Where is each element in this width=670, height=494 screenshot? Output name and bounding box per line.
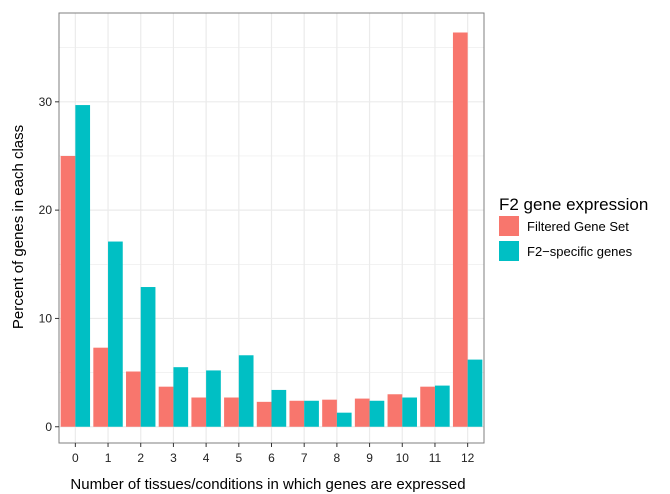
x-tick-label: 7	[301, 451, 308, 465]
x-axis-title: Number of tissues/conditions in which ge…	[70, 476, 465, 493]
x-tick-label: 6	[268, 451, 275, 465]
y-tick-label: 20	[39, 203, 53, 217]
bar-f2-specific-genes-3	[173, 367, 189, 427]
y-tick-label: 0	[45, 420, 52, 434]
bar-filtered-gene-set-3	[158, 386, 174, 427]
bar-filtered-gene-set-7	[289, 400, 305, 427]
bar-filtered-gene-set-4	[191, 397, 207, 427]
bar-f2-specific-genes-7	[304, 400, 319, 427]
legend-title: F2 gene expression	[499, 195, 648, 214]
bar-filtered-gene-set-9	[354, 398, 370, 427]
bar-filtered-gene-set-2	[126, 371, 141, 427]
x-tick-label: 11	[429, 451, 442, 465]
x-tick-label: 0	[72, 451, 79, 465]
bar-f2-specific-genes-6	[271, 389, 287, 427]
bar-f2-specific-genes-10	[402, 397, 417, 427]
x-tick-label: 9	[366, 451, 373, 465]
bar-f2-specific-genes-0	[75, 105, 91, 427]
bar-f2-specific-genes-4	[206, 370, 221, 427]
x-tick-label: 8	[334, 451, 341, 465]
bar-filtered-gene-set-6	[256, 401, 272, 427]
bar-f2-specific-genes-8	[336, 412, 352, 427]
x-tick-label: 3	[170, 451, 177, 465]
y-tick-label: 10	[39, 311, 53, 325]
legend-label-f2-specific-genes: F2−specific genes	[527, 244, 633, 259]
grid-layer	[59, 13, 484, 443]
x-tick-label: 4	[203, 451, 210, 465]
bar-filtered-gene-set-0	[60, 155, 76, 427]
bar-filtered-gene-set-12	[452, 32, 468, 427]
y-tick-label: 30	[39, 95, 53, 109]
bar-f2-specific-genes-11	[434, 385, 450, 427]
legend: F2 gene expression Filtered Gene Set F2−…	[499, 195, 648, 261]
bar-f2-specific-genes-5	[238, 355, 254, 427]
x-axis: 0 1 2 3 4 5 6 7 8 9 10 11 12	[72, 443, 475, 465]
bar-f2-specific-genes-2	[140, 287, 156, 427]
bar-filtered-gene-set-8	[322, 399, 337, 427]
bar-f2-specific-genes-1	[108, 241, 123, 427]
bars-layer	[60, 32, 483, 427]
bar-filtered-gene-set-5	[224, 397, 239, 427]
y-axis-title: Percent of genes in each class	[10, 125, 27, 329]
bar-f2-specific-genes-9	[369, 400, 385, 427]
bar-filtered-gene-set-1	[93, 347, 109, 427]
legend-swatch-f2-specific-genes	[499, 241, 519, 261]
legend-swatch-filtered-gene-set	[499, 216, 519, 236]
bar-filtered-gene-set-10	[387, 394, 403, 427]
x-tick-label: 2	[137, 451, 144, 465]
x-tick-label: 10	[396, 451, 410, 465]
x-tick-label: 5	[235, 451, 242, 465]
bar-f2-specific-genes-12	[467, 359, 483, 427]
legend-label-filtered-gene-set: Filtered Gene Set	[527, 219, 629, 234]
x-tick-label: 1	[105, 451, 112, 465]
y-axis: 0 10 20 30	[39, 95, 59, 434]
x-tick-label: 12	[461, 451, 475, 465]
bar-filtered-gene-set-11	[420, 386, 435, 427]
